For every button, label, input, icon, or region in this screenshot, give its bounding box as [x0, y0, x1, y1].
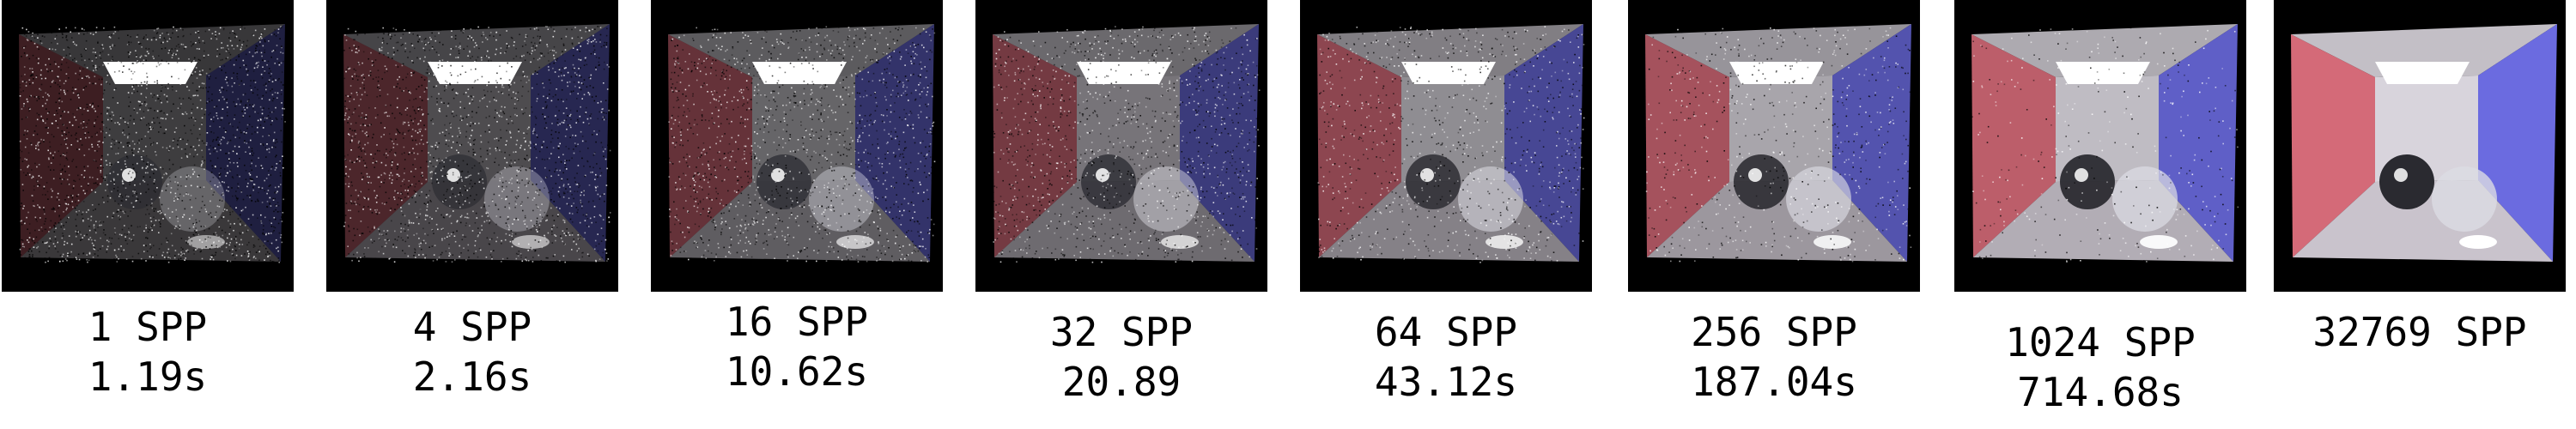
panel-16spp: 16 SPP 10.62s [651, 0, 943, 429]
spp-label: 64 SPP [1374, 309, 1518, 355]
time-label: 20.89 [1061, 359, 1182, 405]
cornell-box-render [651, 0, 943, 292]
caption: 1024 SPP 714.68s [1954, 317, 2246, 417]
cornell-box-render [2, 0, 294, 292]
spp-label: 1024 SPP [2005, 319, 2196, 366]
spp-label: 4 SPP [412, 304, 532, 350]
time-label: 1.19s [88, 353, 208, 400]
cornell-box-render [1628, 0, 1920, 292]
panel-32spp: 32 SPP 20.89 [975, 0, 1267, 429]
caption: 64 SPP 43.12s [1300, 307, 1592, 407]
panel-32769spp: 32769 SPP [2274, 0, 2566, 429]
render-image [2, 0, 294, 292]
panel-4spp: 4 SPP 2.16s [326, 0, 618, 429]
render-image [651, 0, 943, 292]
cornell-box-render [1954, 0, 2246, 292]
render-image [1954, 0, 2246, 292]
time-label: 10.62s [725, 348, 869, 395]
cornell-box-render [975, 0, 1267, 292]
time-label: 2.16s [412, 353, 532, 400]
caption: 32 SPP 20.89 [975, 307, 1267, 407]
panel-64spp: 64 SPP 43.12s [1300, 0, 1592, 429]
panel-1024spp: 1024 SPP 714.68s [1954, 0, 2246, 429]
render-image [975, 0, 1267, 292]
caption: 4 SPP 2.16s [326, 302, 618, 402]
time-label: 43.12s [1374, 359, 1518, 405]
spp-label: 32 SPP [1049, 309, 1194, 355]
cornell-box-render [1300, 0, 1592, 292]
spp-label: 16 SPP [725, 299, 869, 345]
render-image [326, 0, 618, 292]
time-label: 714.68s [2017, 369, 2184, 415]
cornell-box-render [326, 0, 618, 292]
caption: 16 SPP 10.62s [651, 297, 943, 396]
caption: 32769 SPP [2274, 307, 2566, 407]
panel-256spp: 256 SPP 187.04s [1628, 0, 1920, 429]
render-image [1300, 0, 1592, 292]
render-image [1628, 0, 1920, 292]
panel-1spp: 1 SPP 1.19s [2, 0, 294, 429]
caption: 1 SPP 1.19s [2, 302, 294, 402]
spp-label: 256 SPP [1691, 309, 1857, 355]
spp-label: 32769 SPP [2312, 309, 2527, 355]
caption: 256 SPP 187.04s [1628, 307, 1920, 407]
spp-label: 1 SPP [88, 304, 208, 350]
time-label: 187.04s [1691, 359, 1857, 405]
render-image [2274, 0, 2566, 292]
time-label [2274, 357, 2566, 407]
cornell-box-render [2274, 0, 2566, 292]
